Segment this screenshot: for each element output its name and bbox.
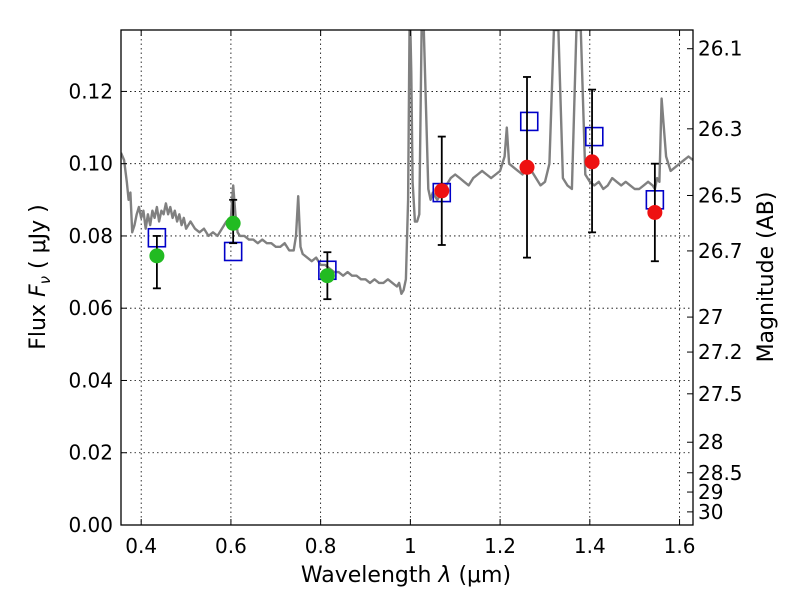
model-square-marker: [585, 126, 604, 147]
y-axis-label: Flux Fν ( μJy ): [26, 204, 54, 349]
red-data-point: [434, 183, 450, 199]
x-tick-label: 1.2: [484, 534, 516, 558]
magnitude-tick-label: 27: [698, 305, 723, 329]
x-axis-label: Wavelength λ (μm): [301, 563, 511, 588]
red-data-point: [519, 159, 535, 175]
y-tick-label: 0.02: [68, 441, 113, 465]
x-tick-label: 0.4: [125, 534, 157, 558]
magnitude-tick-label: 30: [698, 500, 723, 524]
y-tick-label: 0.12: [68, 79, 113, 103]
magnitude-tick-label: 29: [698, 480, 723, 504]
x-tick-label: 1.6: [664, 534, 696, 558]
spectrum-line: [121, 30, 693, 295]
y-tick-label: 0.08: [68, 224, 113, 248]
x-tick-label: 0.8: [305, 534, 337, 558]
magnitude-tick-label: 26.1: [698, 37, 743, 61]
series-layer: [121, 30, 693, 295]
magnitude-tick-label: 27.5: [698, 382, 743, 406]
green-data-point: [225, 215, 241, 231]
x-tick-label: 1: [404, 534, 417, 558]
magnitude-tick-label: 26.5: [698, 183, 743, 207]
magnitude-tick-label: 26.3: [698, 117, 743, 141]
points-layer: [147, 76, 665, 301]
magnitude-tick-label: 26.7: [698, 239, 743, 263]
magnitude-tick-label: 28.5: [698, 461, 743, 485]
magnitude-tick-label: 27.2: [698, 340, 743, 364]
y-tick-label: 0.10: [68, 152, 113, 176]
magnitude-axis-label: Magnitude (AB): [754, 192, 779, 363]
x-tick-label: 1.4: [574, 534, 606, 558]
model-square-marker: [519, 111, 539, 132]
green-data-point: [149, 248, 165, 264]
y-tick-label: 0.00: [68, 513, 113, 537]
plot-frame: [120, 29, 694, 526]
green-data-point: [319, 268, 335, 284]
y-tick-label: 0.06: [68, 296, 113, 320]
x-tick-label: 0.6: [215, 534, 247, 558]
axis-ticks: 0.4 0.6 0.8 1 1.2 1.4 1.6 0.00 0.02 0.04 0.06 0.08 0…: [68, 30, 743, 558]
magnitude-tick-label: 28: [698, 430, 723, 454]
red-data-point: [584, 154, 600, 170]
y-tick-label: 0.04: [68, 368, 113, 392]
red-data-point: [647, 204, 663, 220]
